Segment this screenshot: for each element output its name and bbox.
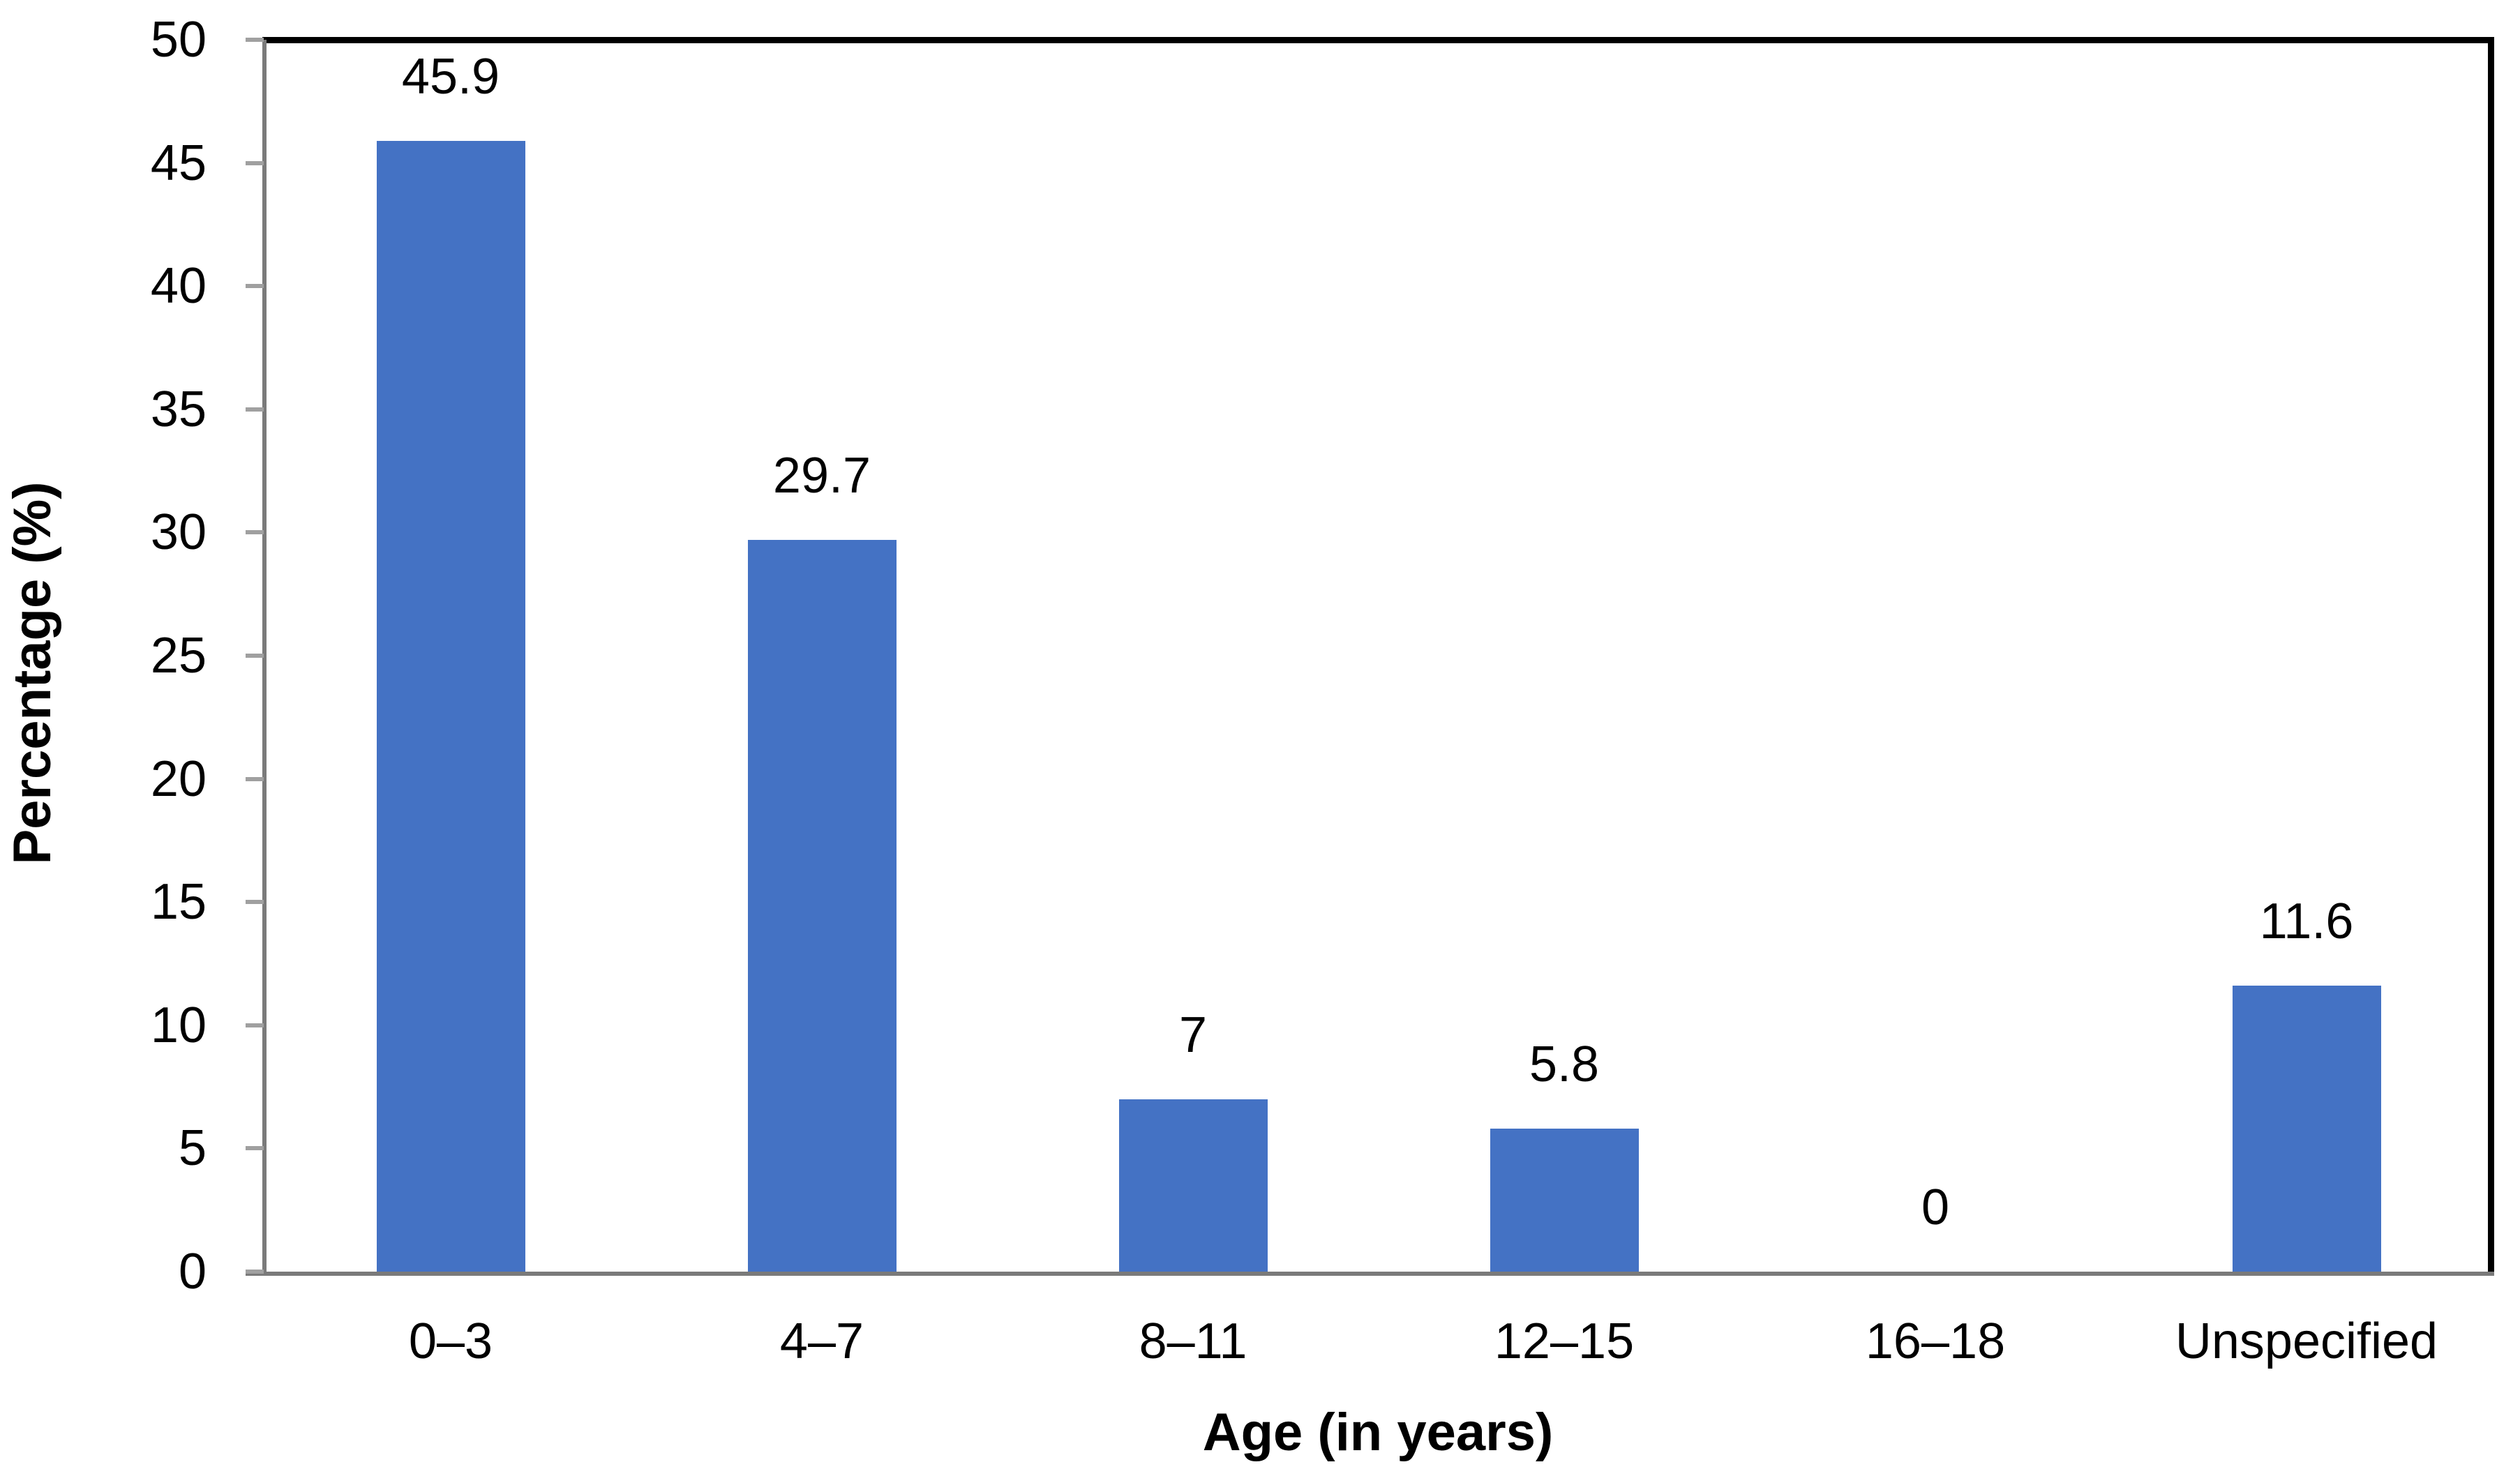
bar-value-label: 5.8 — [1529, 1037, 1600, 1093]
y-tick-mark — [246, 654, 264, 658]
y-tick-mark — [246, 1146, 264, 1151]
y-tick-label: 15 — [150, 874, 207, 931]
bar — [1118, 1099, 1268, 1272]
y-tick-mark — [246, 407, 264, 412]
y-tick-label: 30 — [150, 504, 207, 561]
y-tick-mark — [246, 160, 264, 165]
bar — [1490, 1129, 1639, 1272]
y-tick-label: 35 — [150, 381, 207, 437]
category-label: 16–18 — [1865, 1313, 2006, 1369]
y-tick-label: 0 — [178, 1244, 207, 1300]
bar-value-label: 0 — [1921, 1180, 1950, 1235]
bar-value-label: 29.7 — [772, 447, 871, 504]
bar — [747, 540, 897, 1272]
category-label: 12–15 — [1494, 1313, 1635, 1369]
x-axis-line — [246, 1272, 2494, 1276]
bar-value-label: 11.6 — [2259, 894, 2354, 950]
category-label: Unspecified — [2175, 1313, 2438, 1369]
y-tick-mark — [246, 900, 264, 905]
y-tick-label: 5 — [178, 1120, 207, 1177]
y-tick-label: 25 — [150, 628, 207, 684]
y-tick-label: 40 — [150, 258, 207, 315]
y-tick-mark — [246, 1270, 264, 1274]
y-tick-mark — [246, 284, 264, 289]
plot-border-top — [262, 37, 2494, 43]
category-label: 4–7 — [779, 1313, 864, 1369]
category-label: 0–3 — [408, 1313, 493, 1369]
bar-value-label: 45.9 — [401, 48, 500, 105]
bar — [376, 140, 525, 1272]
bar — [2232, 986, 2381, 1272]
y-tick-mark — [246, 530, 264, 535]
y-tick-label: 20 — [150, 751, 207, 807]
category-label: 8–11 — [1139, 1313, 1247, 1369]
y-tick-mark — [246, 776, 264, 781]
plot-border-right — [2488, 37, 2494, 1276]
y-tick-mark — [246, 1023, 264, 1027]
y-axis-line — [262, 40, 267, 1276]
y-tick-label: 50 — [150, 12, 207, 68]
bar-value-label: 7 — [1178, 1007, 1208, 1063]
y-tick-label: 10 — [150, 997, 207, 1053]
y-tick-label: 45 — [150, 135, 207, 191]
plot-area — [265, 40, 2492, 1272]
y-tick-mark — [246, 38, 264, 42]
x-axis-title: Age (in years) — [1202, 1403, 1554, 1462]
